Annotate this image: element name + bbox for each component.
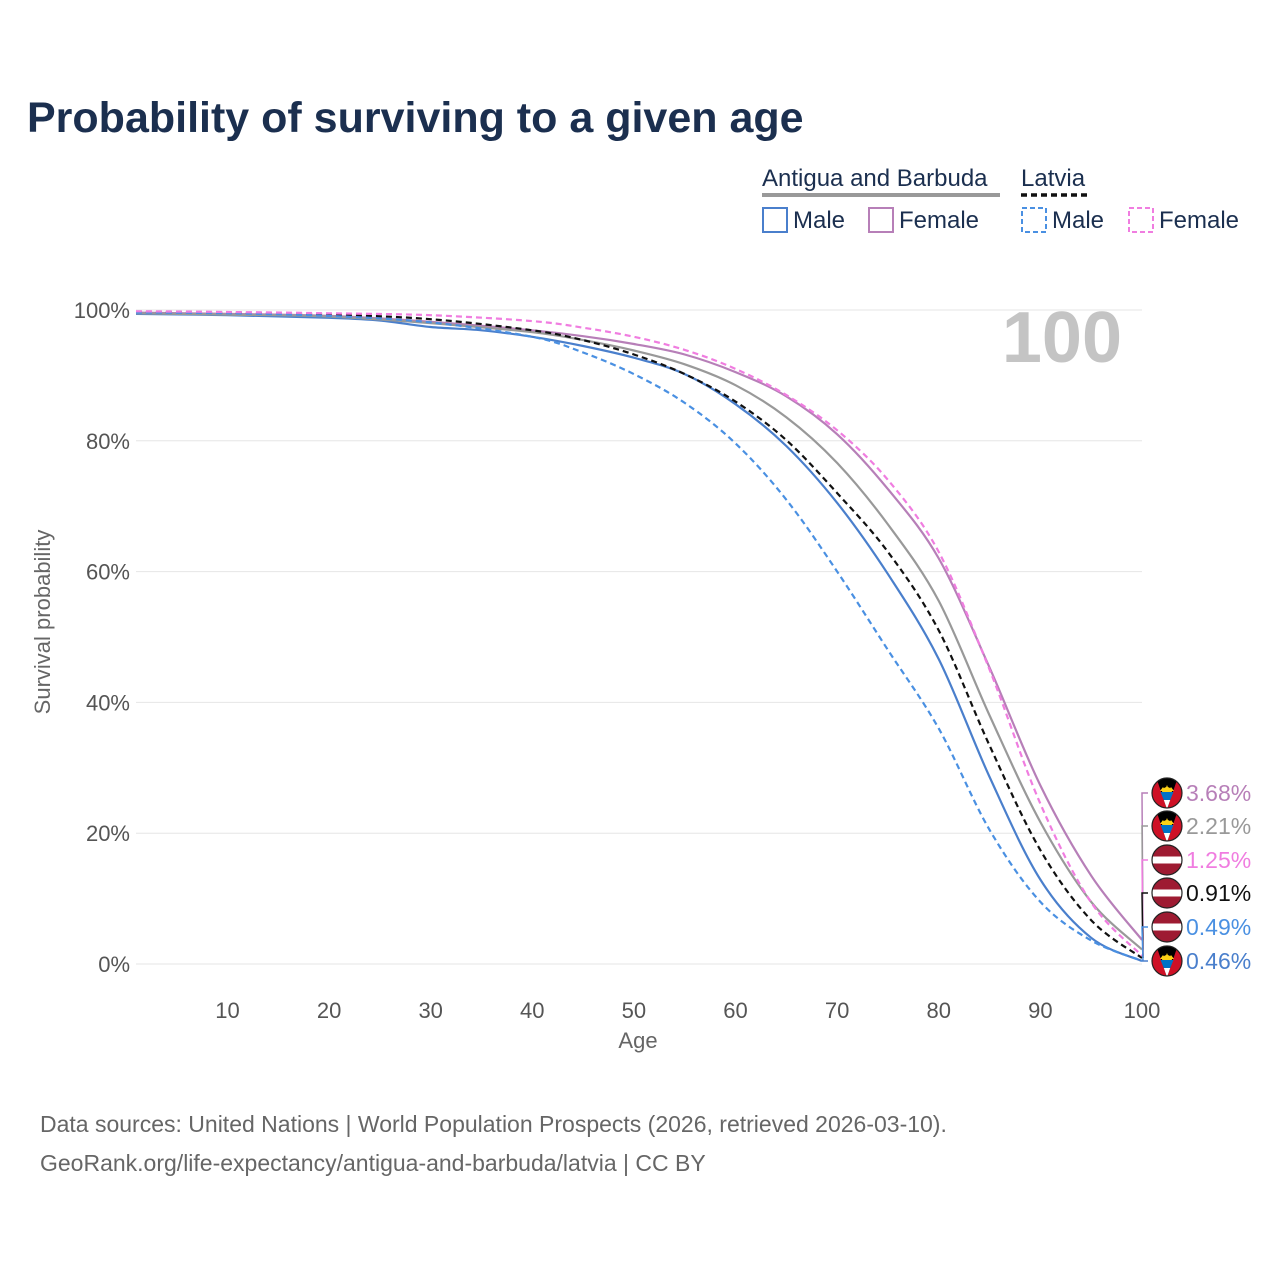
- source-line-2: GeoRank.org/life-expectancy/antigua-and-…: [40, 1150, 706, 1176]
- y-tick-label: 20%: [86, 821, 130, 846]
- x-tick-label: 60: [723, 998, 747, 1023]
- series-line-latvia-both[interactable]: [135, 310, 1143, 959]
- series-line-latvia-female[interactable]: [135, 310, 1143, 957]
- series-line-antigua-and-barbuda-both[interactable]: [135, 312, 1143, 951]
- series-lines: [135, 310, 1143, 963]
- x-axis-label: Age: [618, 1028, 657, 1053]
- legend: Antigua and Barbuda Latvia Male Female M…: [762, 165, 1239, 234]
- age-marker: 100: [1002, 298, 1122, 378]
- end-value-label: 2.21%: [1186, 813, 1251, 839]
- series-line-latvia-male[interactable]: [135, 311, 1143, 962]
- x-tick-label: 10: [215, 998, 239, 1023]
- end-label-connector: [1141, 926, 1148, 961]
- end-value-label: 0.91%: [1186, 880, 1251, 906]
- antigua-and-barbuda-flag-icon: [1151, 945, 1183, 977]
- series-line-antigua-and-barbuda-female[interactable]: [135, 311, 1143, 941]
- legend-label-latvia-female[interactable]: Female: [1159, 207, 1239, 234]
- x-tick-label: 70: [825, 998, 849, 1023]
- legend-label-antigua-female[interactable]: Female: [899, 207, 979, 234]
- x-axis-ticks: 10 20 30 40 50 60 70 80 90 100: [215, 998, 1160, 1023]
- y-tick-label: 40%: [86, 690, 130, 715]
- y-axis-ticks: 0% 20% 40% 60% 80% 100%: [74, 298, 130, 977]
- y-tick-label: 60%: [86, 560, 130, 585]
- antigua-and-barbuda-flag-icon: [1151, 810, 1183, 842]
- chart-title: Probability of surviving to a given age: [27, 94, 804, 142]
- legend-swatch-latvia-female[interactable]: [1128, 207, 1154, 233]
- x-tick-label: 100: [1124, 998, 1161, 1023]
- legend-swatch-antigua-male[interactable]: [762, 207, 788, 233]
- legend-label-antigua-male[interactable]: Male: [793, 207, 845, 234]
- end-value-label: 0.46%: [1186, 948, 1251, 974]
- latvia-flag-icon: [1151, 877, 1183, 909]
- x-tick-label: 30: [418, 998, 442, 1023]
- x-tick-label: 40: [520, 998, 544, 1023]
- source-line-1: Data sources: United Nations | World Pop…: [40, 1111, 947, 1137]
- end-value-label: 1.25%: [1186, 847, 1251, 873]
- y-tick-label: 80%: [86, 429, 130, 454]
- grid: [136, 309, 1142, 965]
- end-value-label: 3.68%: [1186, 780, 1251, 806]
- y-tick-label: 0%: [98, 952, 130, 977]
- x-tick-label: 50: [622, 998, 646, 1023]
- series-line-antigua-and-barbuda-male[interactable]: [135, 312, 1143, 963]
- x-tick-label: 80: [927, 998, 951, 1023]
- end-value-label: 0.49%: [1186, 914, 1251, 940]
- y-tick-label: 100%: [74, 298, 130, 323]
- latvia-flag-icon: [1151, 911, 1183, 943]
- x-tick-label: 20: [317, 998, 341, 1023]
- legend-label-latvia-male[interactable]: Male: [1052, 207, 1104, 234]
- end-labels: 3.68% 2.21% 1.25% 0.91% 0.49% 0.46%: [1141, 777, 1251, 977]
- latvia-flag-icon: [1151, 844, 1183, 876]
- legend-group-antigua: Antigua and Barbuda: [762, 165, 988, 192]
- legend-swatch-antigua-female[interactable]: [868, 207, 894, 233]
- antigua-and-barbuda-flag-icon: [1151, 777, 1183, 809]
- legend-group-latvia: Latvia: [1021, 165, 1086, 192]
- x-tick-label: 90: [1028, 998, 1052, 1023]
- y-axis-label: Survival probability: [30, 530, 55, 715]
- legend-swatch-latvia-male[interactable]: [1021, 207, 1047, 233]
